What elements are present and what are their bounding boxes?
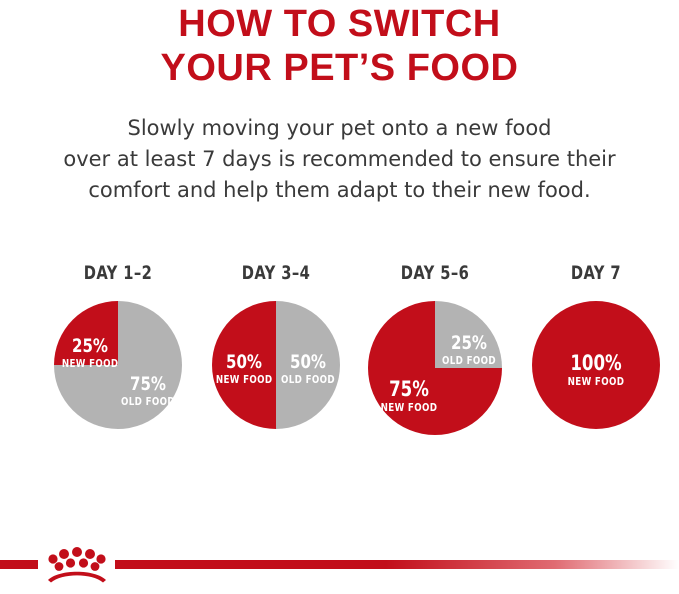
title-line-2: YOUR PET’S FOOD [160,47,519,89]
pie-graphic-1: 25% NEW FOOD 75% OLD FOOD [54,301,182,429]
pie-1-new-sub: NEW FOOD [61,357,119,370]
pie-graphic-4: 100% NEW FOOD [532,301,660,429]
pie-disc-2 [212,301,340,429]
intro-line-2: over at least 7 days is recommended to e… [63,147,616,171]
pie-1-new-food-label: 25% NEW FOOD [61,335,119,370]
pie-2-old-food-label: 50% OLD FOOD [280,351,336,386]
pie-3-old-food-label: 25% OLD FOOD [441,332,497,367]
pie-4-new-pct: 100% [570,351,622,375]
pie-disc-3 [368,301,502,435]
pie-chart-day-1-2: DAY 1–2 25% NEW FOOD 75% OLD FOOD [38,262,198,429]
pie-1-old-pct: 75% [129,373,166,395]
pie-1-new-pct: 25% [71,335,108,357]
pie-3-new-sub: NEW FOOD [380,401,438,414]
pie-1-old-food-label: 75% OLD FOOD [120,373,176,408]
pie-1-old-sub: OLD FOOD [120,395,176,408]
title-line-1: HOW TO SWITCH [178,3,501,45]
pie-graphic-2: 50% NEW FOOD 50% OLD FOOD [212,301,340,429]
footer-rule-left [0,560,38,569]
intro-paragraph: Slowly moving your pet onto a new food o… [0,113,679,206]
pie-2-old-sub: OLD FOOD [280,373,336,386]
pie-2-new-pct: 50% [225,351,262,373]
pie-graphic-3: 25% OLD FOOD 75% NEW FOOD [368,301,502,435]
pie-3-new-pct: 75% [389,377,429,401]
pie-3-old-pct: 25% [450,332,487,354]
pie-3-new-food-label: 75% NEW FOOD [380,377,438,414]
pie-disc-1 [54,301,182,429]
pie-chart-row: DAY 1–2 25% NEW FOOD 75% OLD FOOD DAY 3–… [0,262,679,442]
day-label-3: DAY 5–6 [400,262,470,284]
pie-3-old-sub: OLD FOOD [441,354,497,367]
footer-brand-bar [0,532,679,594]
day-label-1: DAY 1–2 [83,262,153,284]
pie-2-old-pct: 50% [289,351,326,373]
pie-4-new-food-label: 100% NEW FOOD [567,351,625,388]
pie-4-new-sub: NEW FOOD [567,375,625,388]
pie-2-new-sub: NEW FOOD [215,373,273,386]
intro-line-1: Slowly moving your pet onto a new food [127,116,552,140]
day-label-4: DAY 7 [570,262,622,284]
page-title: HOW TO SWITCH YOUR PET’S FOOD [0,2,679,90]
pie-chart-day-3-4: DAY 3–4 50% NEW FOOD 50% OLD FOOD [196,262,356,429]
footer-rule-right [115,560,679,569]
pie-disc-4 [532,301,660,429]
pie-chart-day-7: DAY 7 100% NEW FOOD [516,262,676,429]
crown-icon [42,544,112,584]
pie-chart-day-5-6: DAY 5–6 25% OLD FOOD 75% NEW FOOD [352,262,518,435]
pie-2-new-food-label: 50% NEW FOOD [215,351,273,386]
intro-line-3: comfort and help them adapt to their new… [88,178,591,202]
day-label-2: DAY 3–4 [241,262,311,284]
